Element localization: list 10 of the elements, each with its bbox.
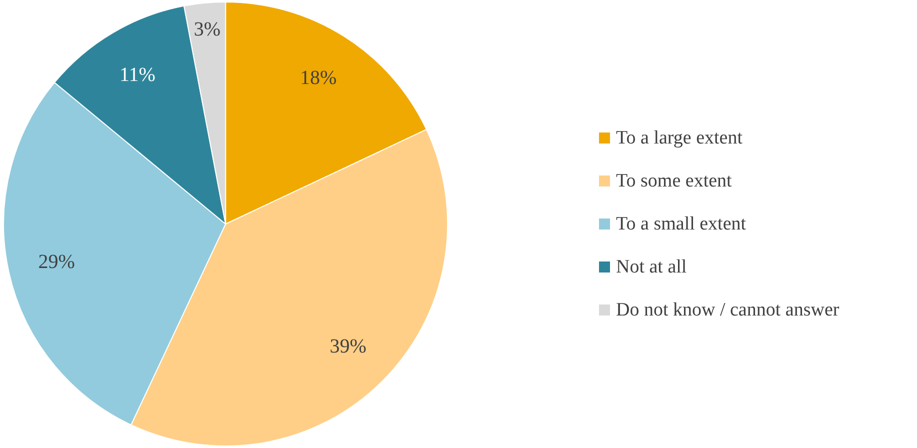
- legend-label: Not at all: [616, 256, 687, 278]
- legend-label: Do not know / cannot answer: [616, 300, 840, 320]
- data-label: 18%: [300, 66, 337, 89]
- data-label: 39%: [330, 335, 366, 358]
- legend-label: To a large extent: [616, 128, 744, 148]
- legend-label: To a small extent: [616, 214, 747, 234]
- data-label: 3%: [194, 18, 221, 41]
- legend-label: To some extent: [616, 170, 733, 192]
- data-label: 29%: [38, 250, 75, 273]
- data-label: 11%: [119, 64, 156, 86]
